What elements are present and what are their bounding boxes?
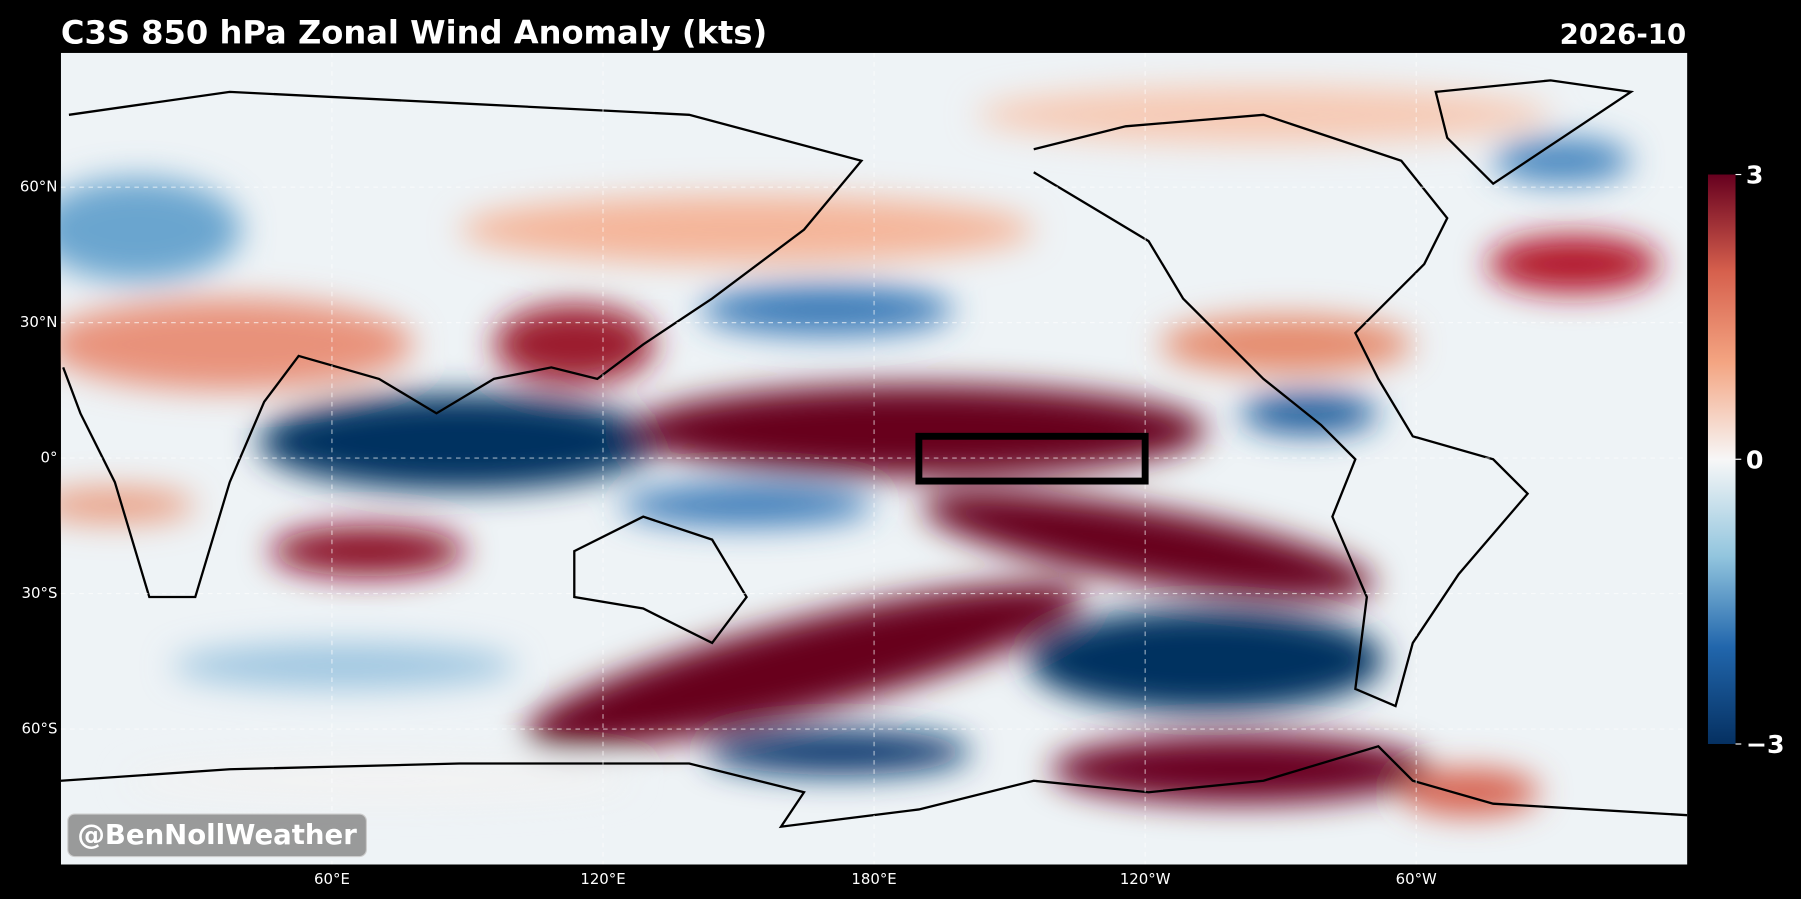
lat-label: 30°N	[20, 313, 58, 331]
lat-label: 30°S	[22, 584, 58, 602]
colorbar-tick-label: 3	[1746, 161, 1764, 190]
lat-label: 0°	[40, 449, 57, 467]
lat-label: 60°N	[20, 178, 58, 196]
colorbar	[1707, 174, 1736, 744]
title: C3S 850 hPa Zonal Wind Anomaly (kts)	[61, 14, 767, 52]
lon-label: 60°E	[314, 870, 350, 888]
lon-label: 120°W	[1120, 870, 1171, 888]
lat-label: 60°S	[22, 720, 58, 738]
date: 2026-10	[1560, 19, 1686, 51]
colorbar-tick-label: 0	[1746, 445, 1764, 474]
graticule	[60, 52, 1688, 865]
lon-label: 180°E	[851, 870, 896, 888]
lon-label: 60°W	[1396, 870, 1437, 888]
coastlines	[60, 79, 1688, 829]
lon-label: 120°E	[580, 870, 625, 888]
nino-box	[915, 432, 1149, 485]
watermark-box	[67, 813, 367, 858]
map-field	[60, 52, 1688, 865]
colorbar-tick-label: −3	[1746, 730, 1785, 759]
watermark: @BenNollWeather	[77, 819, 357, 851]
colorbar-ticks: 3 0 −3	[1735, 161, 1785, 759]
